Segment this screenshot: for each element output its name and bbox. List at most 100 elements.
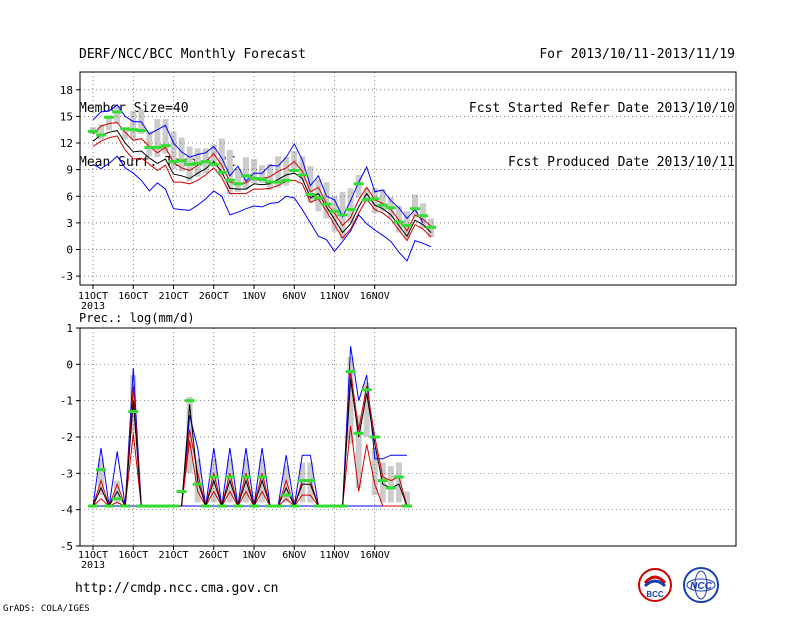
x-tick-label: 21OCT (158, 550, 188, 561)
spread-bar (178, 137, 185, 172)
forecast-marker (265, 180, 276, 184)
bcc-logo-text: BCC (646, 590, 664, 599)
forecast-marker (426, 225, 437, 229)
y-tick-label: 6 (66, 190, 73, 203)
spread-bar (412, 194, 418, 218)
spread-bar (363, 188, 370, 203)
forecast-marker (337, 213, 348, 217)
forecast-marker (297, 479, 308, 483)
forecast-marker (345, 370, 356, 374)
upper-bound-line (92, 104, 424, 224)
x-tick-label: 6NOV (282, 550, 306, 561)
forecast-marker (240, 174, 251, 178)
forecast-marker (313, 196, 324, 200)
y-tick-label: 1 (66, 322, 73, 335)
forecast-marker (104, 115, 115, 119)
forecast-marker (281, 178, 292, 182)
forecast-marker (313, 504, 324, 508)
forecast-marker (329, 504, 340, 508)
y-tick-label: -3 (60, 467, 73, 480)
y-tick-label: -3 (60, 270, 73, 283)
forecast-marker (345, 208, 356, 212)
forecast-marker (216, 504, 227, 508)
spread-bar (162, 119, 169, 154)
forecast-marker (305, 479, 316, 483)
spread-bar (283, 466, 290, 503)
forecast-marker (192, 482, 203, 486)
x-tick-label: 16OCT (118, 291, 148, 302)
forecast-marker (152, 145, 163, 149)
forecast-marker (208, 162, 219, 166)
forecast-marker (385, 206, 396, 210)
spread-bar (154, 119, 161, 158)
x-tick-label: 1NOV (242, 550, 266, 561)
spread-bar (299, 462, 306, 503)
y-tick-label: -5 (60, 540, 73, 553)
y-tick-label: -1 (60, 395, 73, 408)
forecast-marker (120, 504, 131, 508)
forecast-marker (353, 431, 364, 435)
x-tick-label: 16OCT (118, 550, 148, 561)
spread-bar (98, 124, 105, 140)
forecast-marker (401, 224, 412, 228)
forecast-marker (232, 182, 243, 186)
forecast-marker (88, 504, 98, 508)
precip-panel-title: Prec.: log(mm/d) (79, 311, 195, 325)
forecast-marker (410, 207, 420, 211)
forecast-marker (192, 161, 203, 165)
lower-bound-line (92, 155, 432, 262)
y-tick-label: -4 (60, 504, 74, 517)
spread-bar (226, 150, 233, 195)
x-tick-label: 21OCT (158, 291, 188, 302)
forecast-marker (200, 160, 211, 164)
forecast-marker (200, 504, 211, 508)
forecast-marker (305, 192, 316, 196)
ensemble-mean-line (92, 130, 432, 238)
spread-bar (371, 447, 378, 496)
spread-bar (395, 206, 402, 233)
spread-bar (130, 111, 137, 140)
spread-bar (379, 189, 386, 212)
spread-bar (363, 382, 370, 437)
spread-bar (387, 466, 394, 503)
forecast-marker (112, 110, 123, 114)
forecast-marker (120, 127, 131, 131)
spread-bar (315, 179, 322, 212)
spread-bar (283, 157, 290, 186)
spread-bar (122, 128, 129, 140)
x-tick-label: 11OCT (78, 291, 108, 302)
spread-bar (259, 165, 266, 183)
spread-bar (347, 188, 354, 222)
forecast-marker (393, 220, 404, 224)
forecast-marker (353, 182, 364, 186)
ncc-logo-text: NCC (690, 581, 712, 592)
forecast-marker (176, 490, 187, 493)
source-url[interactable]: http://cmdp.ncc.cma.gov.cn (75, 581, 279, 596)
forecast-marker (289, 169, 300, 173)
forecast-marker (369, 197, 380, 201)
forecast-marker (144, 504, 155, 508)
x-tick-label: 26OCT (199, 550, 229, 561)
x-tick-label: 1NOV (242, 291, 266, 302)
spread-bar (403, 491, 410, 507)
forecast-marker (418, 214, 429, 218)
forecast-marker (88, 129, 98, 133)
x-tick-label: 11OCT (78, 550, 108, 561)
chart-title: DERF/NCC/BCC Monthly Forecast (79, 47, 306, 62)
x-tick-label: 11NOV (319, 291, 349, 302)
x-tick-label: 26OCT (199, 291, 229, 302)
x-tick-label: 16NOV (360, 550, 390, 561)
x-tick-label: 11NOV (319, 550, 349, 561)
y-tick-label: 12 (60, 137, 73, 150)
spread-bar (307, 462, 314, 503)
y-tick-label: 15 (60, 110, 73, 123)
forecast-marker (136, 129, 147, 133)
spread-bar (395, 462, 402, 503)
spread-bar (347, 357, 354, 445)
x-tick-label: 6NOV (282, 291, 306, 302)
spread-bar (242, 157, 249, 190)
y-tick-label: 0 (66, 244, 73, 257)
forecast-marker (273, 180, 284, 184)
forecast-marker (393, 475, 404, 479)
bcc-logo: BCC (638, 568, 672, 602)
